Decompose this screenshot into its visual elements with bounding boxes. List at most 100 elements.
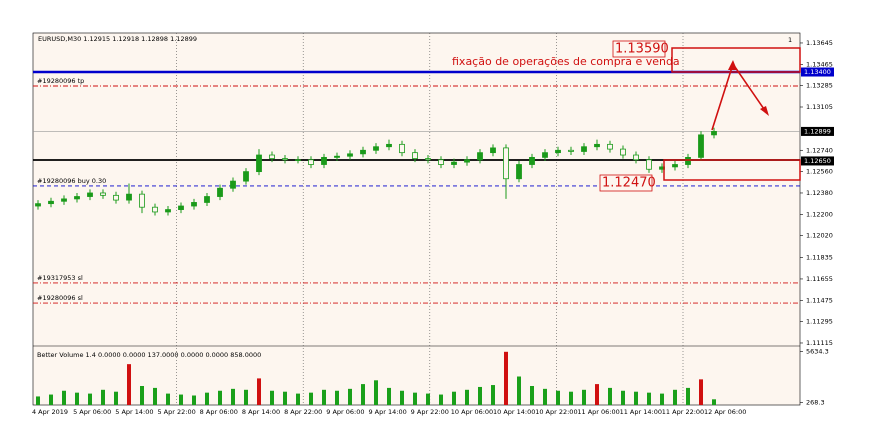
note: fixação de operações de compra e venda [452,55,680,68]
candle-body [269,154,275,159]
y-tick-label: 1.12380 [806,189,833,197]
chart-area [32,32,801,406]
y-tick-label: 1.12020 [806,232,833,240]
x-tick-label: 5 Apr 22:00 [157,408,195,416]
x-tick-label: 5 Apr 06:00 [73,408,111,416]
candle-body [685,156,691,165]
volume-bar [699,379,703,405]
highlight-box [671,47,801,73]
volume-bar [75,392,79,405]
order-label: #19280096 buy 0.30 [37,177,106,185]
volume-bar [491,385,495,405]
candle-body [87,192,93,197]
y-tick-label: 5634.3 [806,347,829,355]
x-tick-label: 8 Apr 06:00 [200,408,238,416]
y-tick-label: 268.3 [806,398,825,406]
order-label: #19280096 tp [37,77,84,85]
y-tick-label: 1.13285 [806,82,833,90]
y-tick-label: 1.13105 [806,103,833,111]
y-tick-label: 1.13645 [806,39,833,47]
candle-body [581,146,587,152]
candle-body [711,131,717,136]
volume-bar [374,380,378,405]
x-tick-label: 11 Apr 06:00 [577,408,619,416]
candle-body [373,146,379,151]
candle-body [100,192,106,196]
volume-bar [283,391,287,405]
y-tick-label: 1.11115 [806,339,833,347]
x-tick-label: 8 Apr 22:00 [284,408,322,416]
candle-body [74,196,80,200]
candle-body [451,161,457,165]
volume-bar [270,390,274,405]
y-tick-label: 1.11475 [806,296,833,304]
candle-body [191,202,197,207]
volume-bar [49,394,53,405]
candle-body [490,147,496,154]
volume-bar [673,389,677,405]
candle-body [139,193,145,208]
candle-body [243,171,249,182]
candle-body [126,193,132,201]
volume-bar [413,392,417,405]
candle-body [412,152,418,159]
volume-bar [257,378,261,405]
candle-body [230,180,236,189]
candle-body [607,143,613,150]
y-tick-label: 1.13465 [806,60,833,68]
volume-bar [543,388,547,405]
candle-body [386,143,392,148]
volume-bar [166,393,170,405]
volume-bar [62,390,66,405]
candle-body [308,159,314,165]
volume-bar [647,392,651,405]
y-tick-label: 1.12200 [806,210,833,218]
volume-bar [361,384,365,405]
y-tick-label: 1.11835 [806,254,833,262]
candle-body [438,159,444,165]
candle-body [698,134,704,158]
volume-bar [452,391,456,405]
price-marker [801,156,834,166]
x-tick-label: 9 Apr 22:00 [411,408,449,416]
price-marker-label: 1.12899 [804,127,831,135]
candle-body [61,198,67,202]
volume-bar [686,387,690,405]
x-tick-label: 11 Apr 14:00 [620,408,662,416]
volume-title: Better Volume 1.4 0.0000 0.0000 137.0000… [37,351,261,359]
label-box [599,174,653,192]
volume-bar [140,386,144,405]
candle-body [477,152,483,161]
volume-bar [192,395,196,405]
y-tick-label: 1.12740 [806,146,833,154]
candle-body [555,149,561,154]
candle-body [295,159,301,161]
price-marker [801,126,834,136]
volume-bar [231,388,235,405]
candle-body [529,156,535,165]
volume-bar [114,391,118,405]
volume-bar [387,387,391,405]
order-label: #19317953 sl [37,274,83,282]
volume-bar [556,390,560,405]
x-tick-label: 9 Apr 06:00 [326,408,364,416]
arrow-head [728,60,737,70]
candle-body [347,153,353,157]
volume-bar [582,389,586,405]
label-box [612,40,666,58]
volume-bar [426,393,430,405]
volume-bar [504,351,508,405]
candle-body [165,209,171,213]
candle-body [646,159,652,170]
volume-bar [88,393,92,405]
x-tick-label: 9 Apr 14:00 [368,408,406,416]
low-label: 1.12470 [602,176,656,191]
x-tick-label: 12 Apr 06:00 [704,408,746,416]
volume-bar [634,391,638,405]
volume-bar [517,376,521,405]
x-tick-label: 8 Apr 14:00 [242,408,280,416]
candle-body [334,155,340,158]
candle-body [48,200,54,205]
candle-body [425,158,431,161]
candle-body [464,159,470,163]
